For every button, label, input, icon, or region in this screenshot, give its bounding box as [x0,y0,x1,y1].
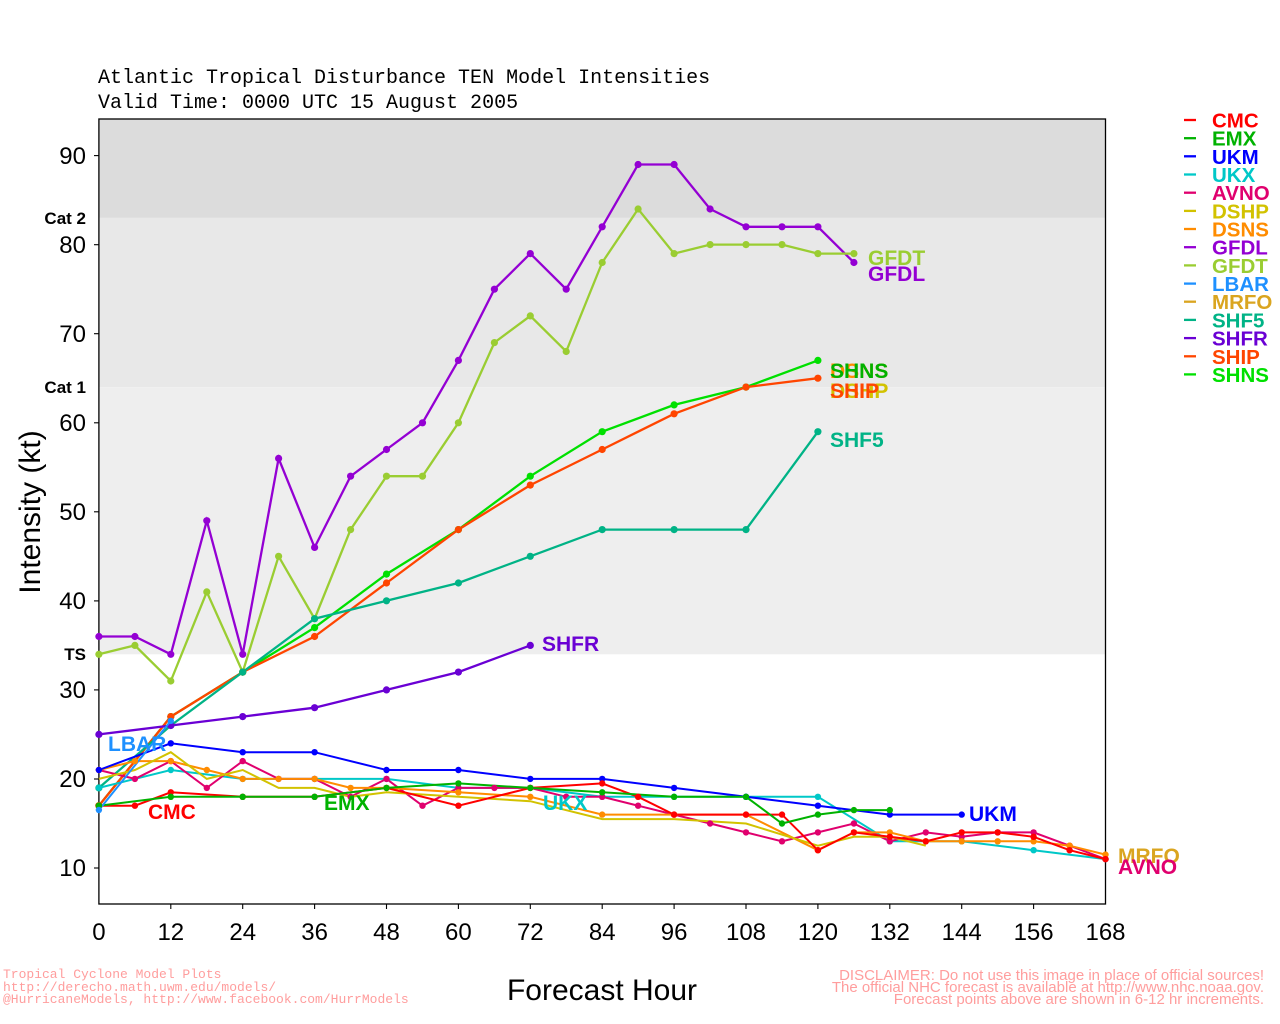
svg-text:SHFR: SHFR [542,633,599,656]
svg-text:Forecast points above are show: Forecast points above are shown in 6-12 … [894,991,1264,1008]
svg-text:20: 20 [59,766,86,793]
svg-text:Intensity (kt): Intensity (kt) [14,430,47,593]
svg-text:Forecast Hour: Forecast Hour [507,974,697,1007]
svg-text:TS: TS [64,645,86,664]
svg-text:84: 84 [589,919,616,946]
svg-text:48: 48 [373,919,400,946]
svg-text:0: 0 [92,919,105,946]
svg-text:60: 60 [59,410,86,437]
svg-text:144: 144 [942,919,982,946]
svg-text:132: 132 [870,919,910,946]
svg-text:Valid Time: 0000 UTC 15 August: Valid Time: 0000 UTC 15 August 2005 [98,92,518,115]
svg-text:156: 156 [1014,919,1054,946]
svg-text:10: 10 [59,855,86,882]
svg-text:LBAR: LBAR [108,733,166,756]
svg-text:72: 72 [517,919,544,946]
svg-text:96: 96 [661,919,688,946]
svg-text:SHIP: SHIP [830,380,879,403]
svg-text:CMC: CMC [148,801,196,824]
svg-text:24: 24 [229,919,256,946]
svg-text:SHF5: SHF5 [830,429,884,452]
svg-text:50: 50 [59,499,86,526]
svg-text:AVNO: AVNO [1118,856,1177,879]
svg-text:36: 36 [301,919,328,946]
svg-text:90: 90 [59,143,86,170]
svg-text:@HurricaneModels, http://www.f: @HurricaneModels, http://www.facebook.co… [3,992,409,1007]
svg-text:EMX: EMX [324,792,370,815]
svg-text:30: 30 [59,677,86,704]
svg-text:12: 12 [157,919,184,946]
svg-text:70: 70 [59,321,86,348]
svg-text:108: 108 [726,919,766,946]
svg-text:UKM: UKM [969,803,1017,826]
svg-text:120: 120 [798,919,838,946]
svg-text:SHNS: SHNS [1212,364,1269,387]
svg-text:168: 168 [1085,919,1125,946]
svg-text:GFDL: GFDL [868,263,925,286]
svg-text:UKX: UKX [543,792,587,815]
svg-text:80: 80 [59,232,86,259]
svg-text:60: 60 [445,919,472,946]
svg-text:Atlantic Tropical Disturbance: Atlantic Tropical Disturbance TEN Model … [98,67,710,90]
svg-text:Cat 1: Cat 1 [44,378,86,397]
svg-text:Cat 2: Cat 2 [44,209,86,228]
svg-text:40: 40 [59,588,86,615]
